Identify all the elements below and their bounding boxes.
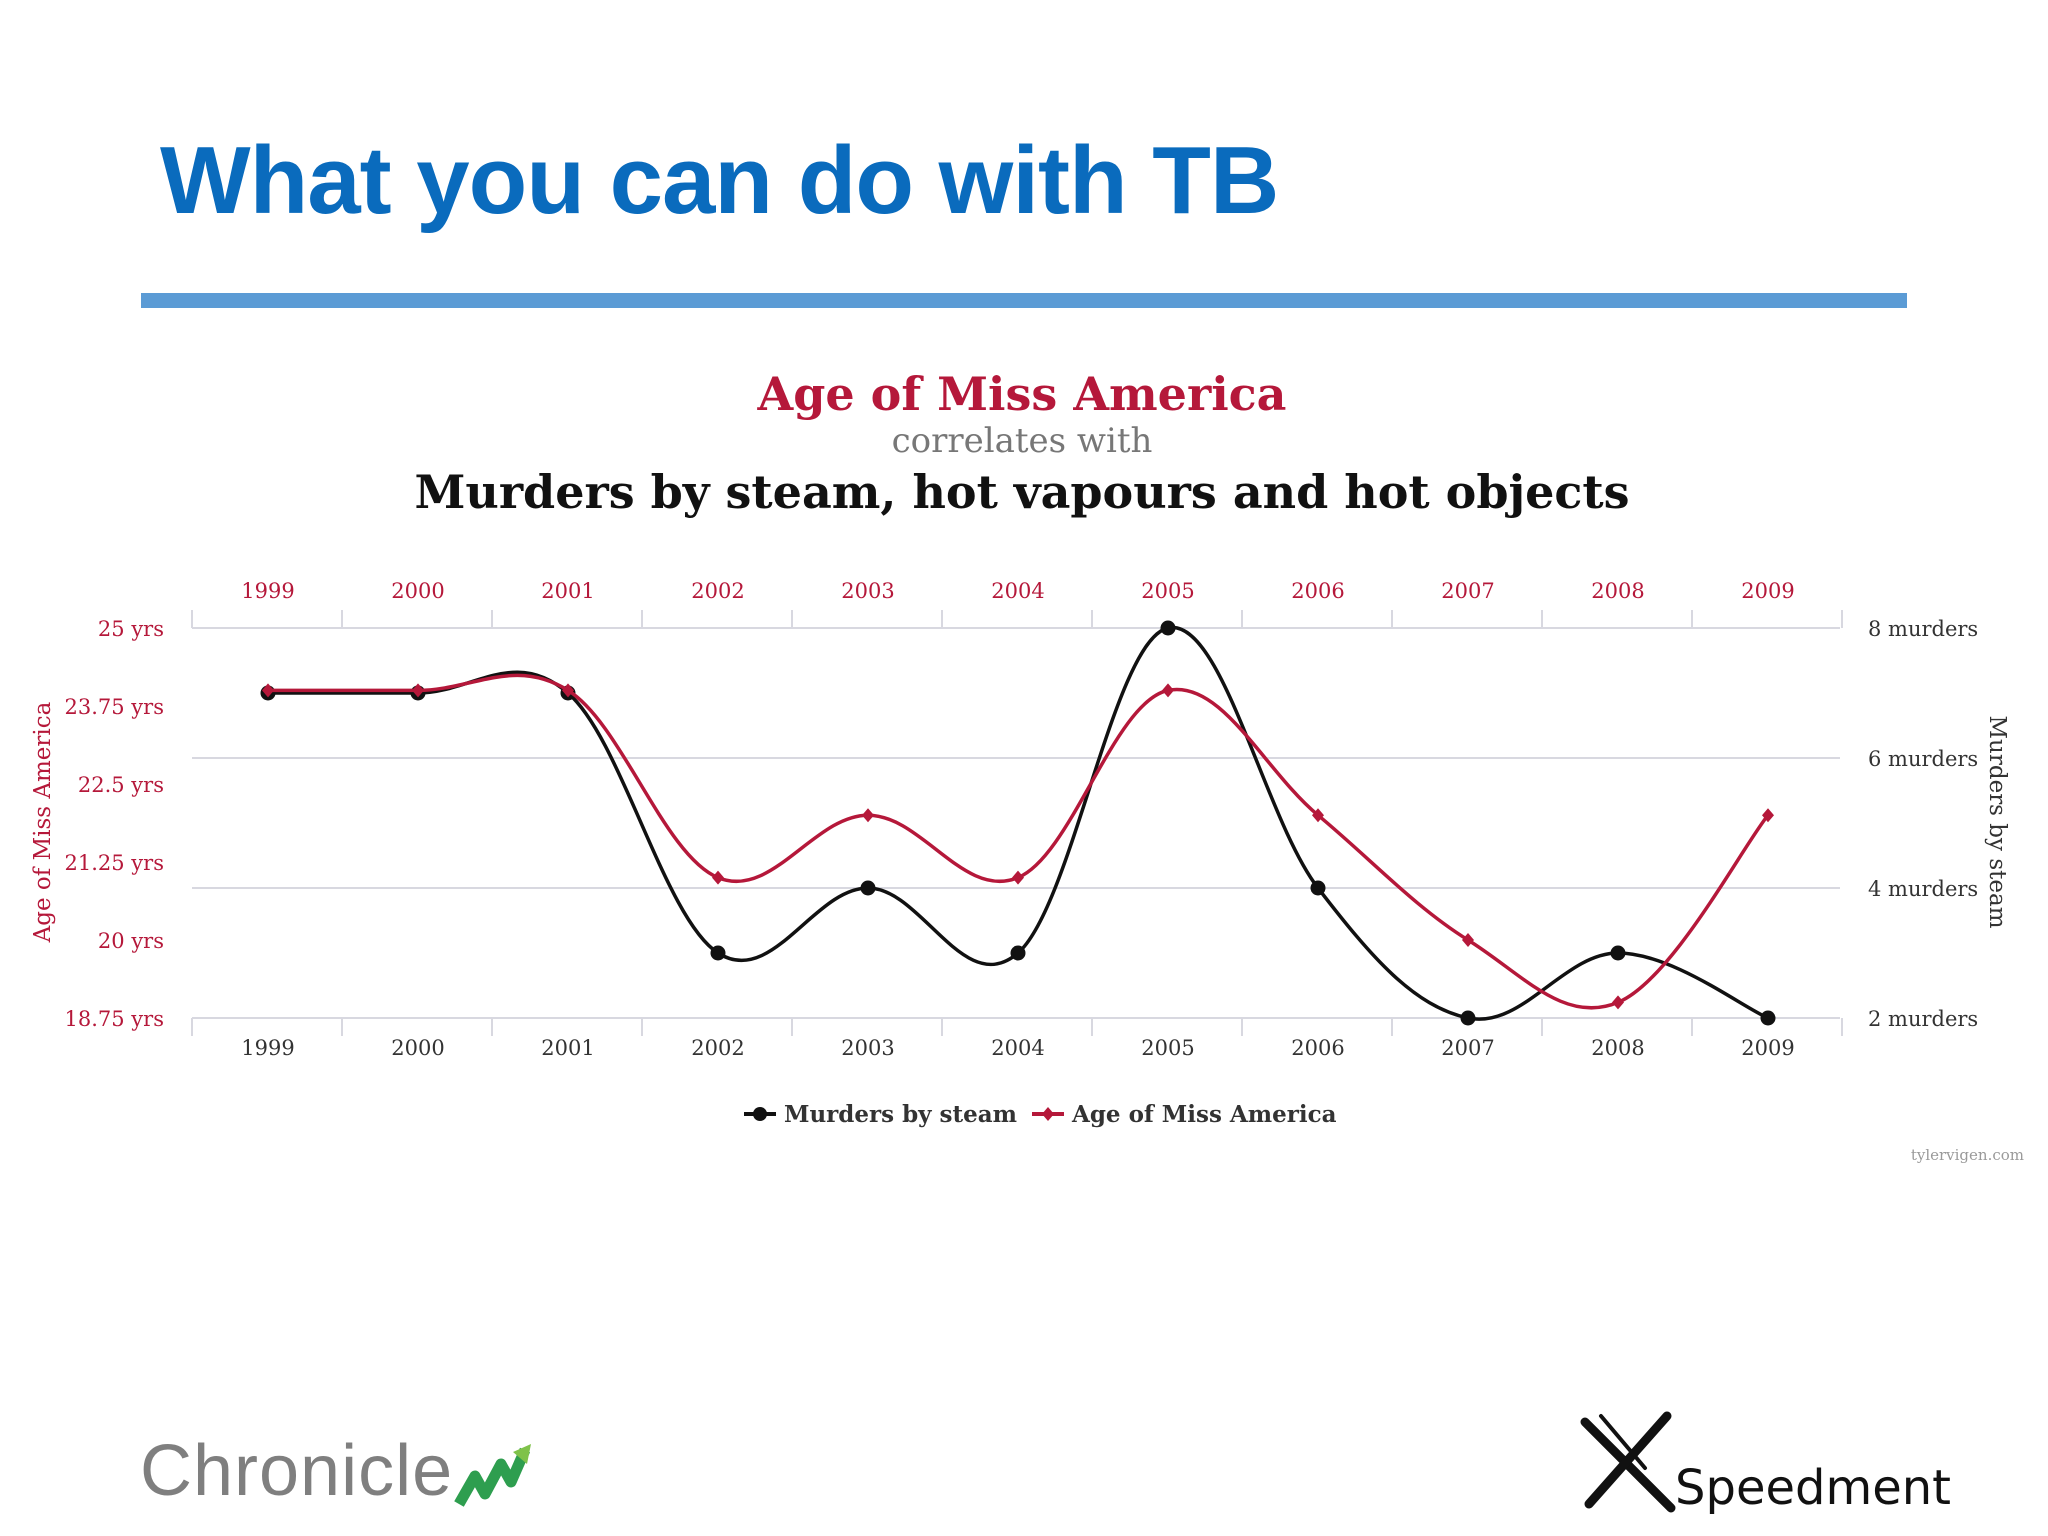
left-tick-label: 22.5 yrs [78, 773, 164, 797]
chart-subtitle: correlates with [892, 421, 1153, 461]
age-point [262, 683, 274, 698]
bottom-x-tick-label: 2009 [1741, 1036, 1794, 1060]
age-point [1312, 808, 1324, 823]
top-x-tick-label: 2006 [1291, 579, 1344, 603]
bottom-x-tick-label: 2003 [841, 1036, 894, 1060]
age-point [712, 870, 724, 885]
age-point [412, 683, 424, 698]
bottom-x-tick-label: 2005 [1141, 1036, 1194, 1060]
top-x-tick-label: 2001 [541, 579, 594, 603]
murders-point [1610, 945, 1626, 961]
speedment-x-icon [1580, 1411, 1676, 1513]
top-x-tick-label: 2005 [1141, 579, 1194, 603]
right-tick-label: 6 murders [1868, 747, 1978, 771]
left-axis-label: Age of Miss America [30, 701, 56, 943]
title-divider [141, 293, 1907, 308]
top-x-tick-label: 2004 [991, 579, 1044, 603]
murders-point [1010, 945, 1026, 961]
left-tick-label: 18.75 yrs [65, 1007, 164, 1031]
bottom-x-tick-label: 2001 [541, 1036, 594, 1060]
bottom-x-tick-label: 1999 [241, 1036, 294, 1060]
bottom-x-tick-label: 2006 [1291, 1036, 1344, 1060]
left-tick-label: 21.25 yrs [65, 851, 164, 875]
murders-point [710, 945, 726, 961]
legend-murders-marker [753, 1107, 767, 1121]
top-x-tick-label: 2002 [691, 579, 744, 603]
murders-point [860, 880, 876, 896]
left-tick-label: 20 yrs [98, 929, 164, 953]
chart-title: Age of Miss America [757, 367, 1287, 421]
right-tick-label: 8 murders [1868, 617, 1978, 641]
speedment-logo: Speedment [1575, 1408, 1951, 1518]
left-tick-label: 23.75 yrs [65, 695, 164, 719]
age-point [1762, 808, 1774, 823]
age-point [1462, 933, 1474, 947]
age-point [1612, 995, 1624, 1010]
top-x-tick-label: 2009 [1741, 579, 1794, 603]
murders-point [1310, 880, 1326, 896]
bottom-x-tick-label: 2002 [691, 1036, 744, 1060]
legend-age-marker [1042, 1107, 1054, 1121]
bottom-x-tick-label: 2007 [1441, 1036, 1494, 1060]
slide-title: What you can do with TB [160, 127, 1279, 234]
right-tick-label: 2 murders [1868, 1007, 1978, 1031]
bottom-x-tick-label: 2004 [991, 1036, 1044, 1060]
age-series-line [267, 673, 1770, 1010]
age-point [1162, 683, 1174, 698]
age-point [862, 808, 874, 823]
bottom-x-tick-label: 2000 [391, 1036, 444, 1060]
chart-title-2: Murders by steam, hot vapours and hot ob… [414, 465, 1629, 519]
age-point [1012, 870, 1024, 885]
chart-source: tylervigen.com [1911, 1146, 2024, 1164]
chronicle-logo: Chronicle [140, 1430, 533, 1512]
correlation-chart: Age of Miss America correlates with Murd… [30, 367, 2024, 1164]
murders-point [1160, 620, 1176, 636]
top-x-tick-label: 2000 [391, 579, 444, 603]
left-tick-label: 25 yrs [98, 617, 164, 641]
legend-age-label: Age of Miss America [1071, 1101, 1337, 1128]
top-x-tick-label: 2003 [841, 579, 894, 603]
bottom-x-tick-label: 2008 [1591, 1036, 1644, 1060]
right-axis-label: Murders by steam [1984, 715, 2010, 928]
top-x-tick-label: 2008 [1591, 579, 1644, 603]
top-x-tick-label: 1999 [241, 579, 294, 603]
right-tick-label: 4 murders [1868, 877, 1978, 901]
chronicle-wordmark: Chronicle [140, 1431, 454, 1511]
legend-murders-label: Murders by steam [784, 1101, 1017, 1128]
top-x-tick-label: 2007 [1441, 579, 1494, 603]
murders-point [1760, 1010, 1776, 1026]
murders-point [1460, 1010, 1476, 1026]
age-point [562, 683, 574, 698]
chronicle-arrow-icon [454, 1444, 532, 1507]
speedment-wordmark: Speedment [1675, 1460, 1951, 1516]
